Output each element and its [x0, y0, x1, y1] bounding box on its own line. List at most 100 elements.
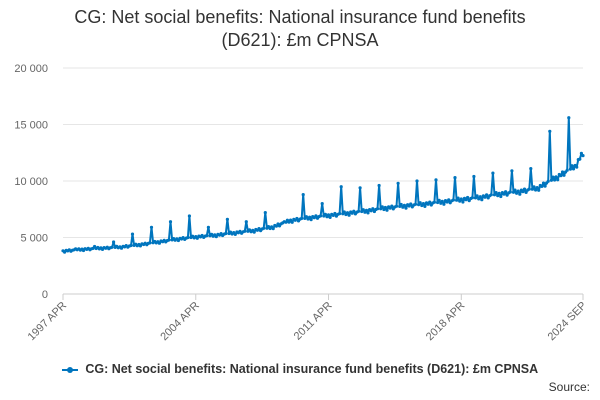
data-point[interactable] [225, 217, 229, 221]
data-point[interactable] [428, 200, 432, 204]
data-point[interactable] [399, 202, 403, 207]
data-point[interactable] [304, 215, 308, 219]
data-point[interactable] [445, 200, 449, 204]
data-point[interactable] [195, 236, 199, 240]
data-point[interactable] [262, 226, 266, 230]
data-point[interactable] [510, 169, 514, 173]
data-point[interactable] [451, 198, 455, 202]
data-point[interactable] [567, 116, 571, 120]
data-point[interactable] [149, 225, 154, 229]
data-point[interactable] [380, 205, 384, 209]
data-point[interactable] [571, 167, 576, 171]
data-point[interactable] [243, 229, 247, 233]
data-point[interactable] [206, 225, 210, 229]
data-point[interactable] [295, 216, 299, 221]
data-point[interactable] [464, 198, 468, 202]
data-point[interactable] [508, 190, 512, 194]
data-point[interactable] [453, 176, 457, 180]
data-point[interactable] [130, 232, 135, 236]
data-point[interactable] [394, 204, 399, 208]
data-point[interactable] [477, 197, 481, 201]
legend[interactable]: CG: Net social benefits: National insura… [0, 362, 600, 376]
data-point[interactable] [338, 212, 342, 216]
data-point[interactable] [505, 193, 509, 197]
data-point[interactable] [385, 208, 389, 212]
data-point[interactable] [442, 202, 446, 206]
data-point[interactable] [383, 205, 387, 210]
data-point[interactable] [314, 214, 318, 218]
data-point[interactable] [560, 170, 565, 174]
data-point[interactable] [301, 193, 305, 197]
data-point[interactable] [326, 213, 331, 217]
data-point[interactable] [534, 188, 538, 192]
data-point[interactable] [466, 195, 470, 200]
data-point[interactable] [513, 188, 517, 192]
data-point[interactable] [328, 215, 332, 219]
data-point[interactable] [233, 232, 237, 236]
data-point[interactable] [263, 211, 267, 215]
data-point[interactable] [541, 181, 546, 185]
data-point[interactable] [540, 184, 544, 188]
data-point[interactable] [559, 174, 563, 178]
data-point[interactable] [402, 203, 406, 207]
data-point[interactable] [129, 243, 133, 248]
data-point[interactable] [345, 211, 350, 215]
data-point[interactable] [579, 151, 584, 155]
data-point[interactable] [521, 190, 525, 194]
data-point[interactable] [224, 231, 228, 236]
data-point[interactable] [546, 179, 550, 183]
data-point[interactable] [548, 129, 552, 133]
data-point[interactable] [339, 185, 343, 189]
data-point[interactable] [529, 167, 533, 171]
data-point[interactable] [496, 194, 500, 198]
data-point[interactable] [290, 220, 294, 224]
data-point[interactable] [289, 218, 293, 222]
data-point[interactable] [470, 196, 474, 200]
data-point[interactable] [530, 187, 535, 191]
data-point[interactable] [187, 214, 191, 218]
data-point[interactable] [366, 211, 370, 215]
data-point[interactable] [556, 178, 560, 182]
data-point[interactable] [308, 215, 312, 219]
data-point[interactable] [415, 179, 419, 183]
data-point[interactable] [504, 190, 508, 194]
data-point[interactable] [554, 175, 558, 179]
data-point[interactable] [516, 189, 520, 193]
data-point[interactable] [176, 238, 180, 243]
data-point[interactable] [357, 209, 361, 213]
data-point[interactable] [110, 245, 114, 249]
data-point[interactable] [214, 235, 218, 239]
data-point[interactable] [421, 202, 425, 206]
data-point[interactable] [437, 198, 441, 202]
data-point[interactable] [570, 164, 574, 168]
data-point[interactable] [413, 202, 418, 206]
data-point[interactable] [515, 191, 519, 195]
data-point[interactable] [543, 184, 547, 188]
data-point[interactable] [568, 167, 573, 171]
data-point[interactable] [518, 192, 522, 196]
data-point[interactable] [489, 193, 493, 197]
data-point[interactable] [485, 193, 489, 197]
data-point[interactable] [483, 195, 487, 199]
data-point[interactable] [532, 185, 536, 189]
data-point[interactable] [578, 157, 582, 161]
data-point[interactable] [581, 154, 585, 158]
data-point[interactable] [396, 181, 400, 185]
data-point[interactable] [491, 171, 495, 175]
data-point[interactable] [447, 198, 451, 202]
data-point[interactable] [527, 187, 531, 191]
data-point[interactable] [371, 207, 375, 211]
data-point[interactable] [342, 210, 346, 214]
data-point[interactable] [522, 187, 527, 191]
data-point[interactable] [168, 220, 173, 224]
data-point[interactable] [404, 206, 408, 210]
data-point[interactable] [300, 216, 304, 220]
data-point[interactable] [478, 195, 482, 199]
data-point[interactable] [423, 204, 427, 208]
data-point[interactable] [186, 235, 190, 240]
data-point[interactable] [480, 198, 484, 202]
data-point[interactable] [492, 193, 497, 197]
data-point[interactable] [440, 199, 444, 203]
data-point[interactable] [524, 190, 528, 194]
data-point[interactable] [502, 192, 506, 196]
